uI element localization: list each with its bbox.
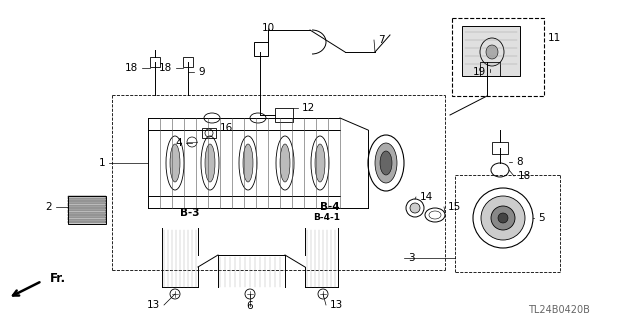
Text: 3: 3 bbox=[408, 253, 415, 263]
Bar bbox=[275, 108, 293, 122]
Ellipse shape bbox=[486, 45, 498, 59]
Bar bbox=[68, 217, 106, 220]
Bar bbox=[183, 57, 193, 67]
Text: 19: 19 bbox=[473, 67, 486, 77]
Bar bbox=[492, 142, 508, 154]
Text: Fr.: Fr. bbox=[50, 272, 66, 286]
Text: 8: 8 bbox=[516, 157, 523, 167]
Bar bbox=[68, 206, 106, 209]
Text: 4: 4 bbox=[175, 138, 182, 148]
Bar bbox=[68, 196, 106, 199]
Text: 2: 2 bbox=[45, 202, 52, 212]
Bar bbox=[68, 196, 106, 224]
Text: 18: 18 bbox=[125, 63, 138, 73]
Text: 18: 18 bbox=[159, 63, 172, 73]
Text: 6: 6 bbox=[246, 301, 253, 311]
Ellipse shape bbox=[280, 144, 290, 182]
Ellipse shape bbox=[498, 213, 508, 223]
Text: B-3: B-3 bbox=[180, 208, 200, 218]
Bar bbox=[68, 213, 106, 216]
Text: 9: 9 bbox=[198, 67, 205, 77]
Ellipse shape bbox=[170, 144, 180, 182]
Bar bbox=[150, 57, 160, 67]
Text: 5: 5 bbox=[538, 213, 545, 223]
Text: 1: 1 bbox=[99, 158, 105, 168]
Ellipse shape bbox=[491, 206, 515, 230]
Bar bbox=[452, 18, 544, 96]
Ellipse shape bbox=[243, 144, 253, 182]
Bar bbox=[462, 26, 520, 76]
Text: B-4: B-4 bbox=[320, 202, 340, 212]
Bar bbox=[68, 199, 106, 202]
Ellipse shape bbox=[410, 203, 420, 213]
Ellipse shape bbox=[375, 143, 397, 183]
Text: 12: 12 bbox=[302, 103, 316, 113]
Text: 14: 14 bbox=[420, 192, 433, 202]
Text: TL24B0420B: TL24B0420B bbox=[528, 305, 590, 315]
Bar bbox=[480, 62, 500, 76]
Bar bbox=[68, 220, 106, 223]
Text: 7: 7 bbox=[378, 35, 385, 45]
Bar bbox=[68, 210, 106, 213]
Text: 13: 13 bbox=[330, 300, 343, 310]
Text: 16: 16 bbox=[220, 123, 233, 133]
Text: 18: 18 bbox=[518, 171, 531, 181]
Ellipse shape bbox=[205, 144, 215, 182]
Bar bbox=[68, 203, 106, 206]
Text: 11: 11 bbox=[548, 33, 561, 43]
Bar bbox=[254, 42, 268, 56]
Text: B-4-1: B-4-1 bbox=[314, 213, 340, 222]
Text: 10: 10 bbox=[261, 23, 275, 33]
Ellipse shape bbox=[481, 196, 525, 240]
Ellipse shape bbox=[380, 151, 392, 175]
Text: 15: 15 bbox=[448, 202, 461, 212]
Bar bbox=[202, 128, 216, 138]
Text: 13: 13 bbox=[147, 300, 160, 310]
Ellipse shape bbox=[315, 144, 325, 182]
